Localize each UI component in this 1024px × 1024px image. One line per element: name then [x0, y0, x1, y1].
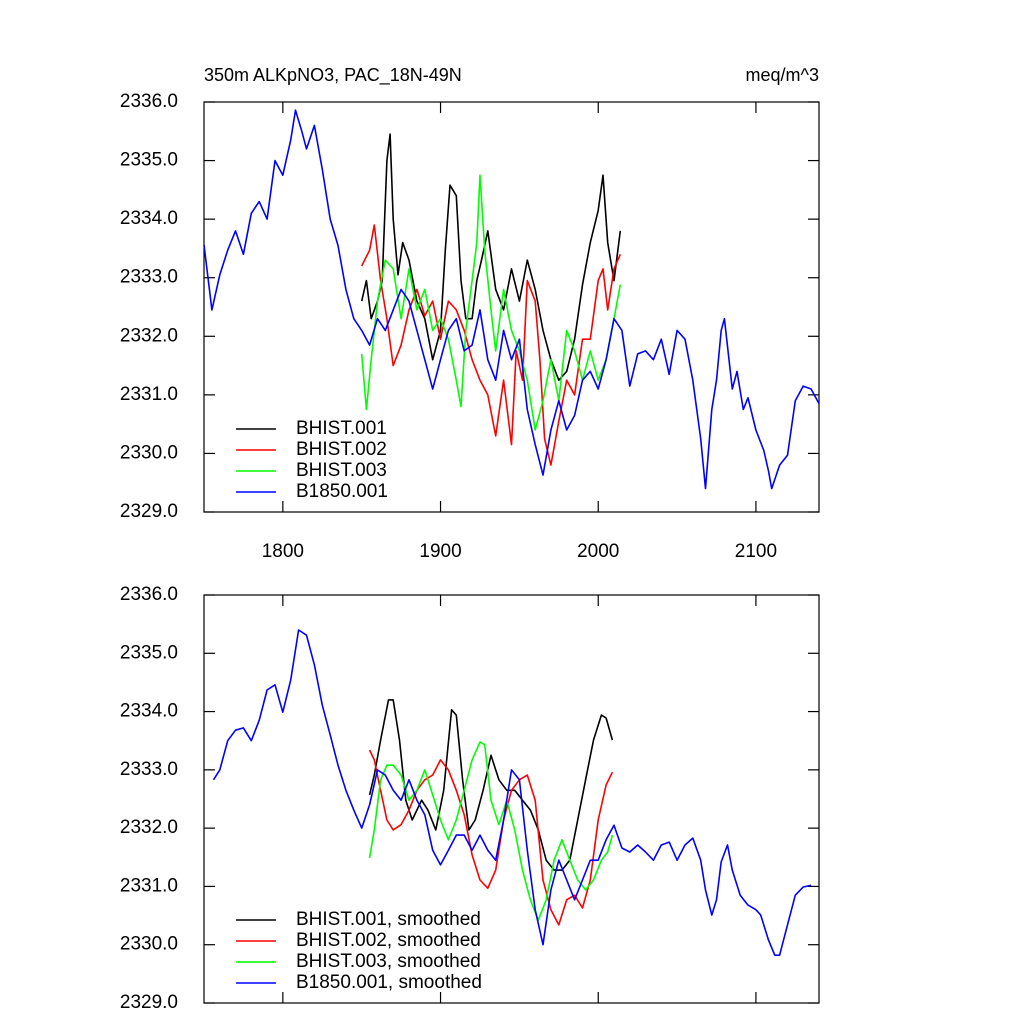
y-tick-label: 2329.0 — [120, 992, 178, 1013]
series-line — [203, 109, 820, 490]
legend-label: BHIST.003, smoothed — [296, 951, 481, 972]
legend-label: BHIST.002, smoothed — [296, 930, 481, 951]
y-tick-label: 2335.0 — [120, 150, 178, 171]
y-tick-label: 2336.0 — [120, 91, 178, 112]
series-line — [360, 133, 622, 381]
x-tick-label: 2000 — [577, 541, 619, 562]
legend-label: BHIST.003 — [296, 460, 387, 481]
legend-label: BHIST.001 — [296, 418, 387, 439]
legend-label: B1850.001, smoothed — [296, 972, 482, 993]
units-label: meq/m^3 — [746, 65, 819, 85]
x-tick-label: 2100 — [735, 541, 777, 562]
y-tick-label: 2334.0 — [120, 208, 178, 229]
plot-frame — [203, 594, 820, 1004]
x-tick-label: 1800 — [262, 541, 304, 562]
y-tick-label: 2336.0 — [120, 584, 178, 605]
series-line — [368, 749, 614, 926]
legend-label: BHIST.002 — [296, 439, 387, 460]
y-tick-label: 2333.0 — [120, 759, 178, 780]
chart-title: 350m ALKpNO3, PAC_18N-49N — [204, 65, 462, 86]
legend-label: BHIST.001, smoothed — [296, 909, 481, 930]
y-tick-label: 2334.0 — [120, 701, 178, 722]
y-tick-label: 2332.0 — [120, 817, 178, 838]
y-tick-label: 2330.0 — [120, 934, 178, 955]
series-line — [368, 741, 614, 921]
series-line — [368, 699, 614, 871]
y-tick-label: 2331.0 — [120, 384, 178, 405]
y-tick-label: 2335.0 — [120, 642, 178, 663]
series-line — [212, 629, 812, 956]
y-tick-label: 2332.0 — [120, 325, 178, 346]
series-line — [360, 174, 622, 431]
legend-label: B1850.001 — [296, 481, 388, 502]
y-tick-label: 2330.0 — [120, 442, 178, 463]
x-tick-label: 1900 — [419, 541, 461, 562]
series-line — [360, 224, 622, 466]
y-tick-label: 2333.0 — [120, 267, 178, 288]
y-tick-label: 2329.0 — [120, 501, 178, 522]
plot-frame — [203, 101, 820, 513]
y-tick-label: 2331.0 — [120, 875, 178, 896]
